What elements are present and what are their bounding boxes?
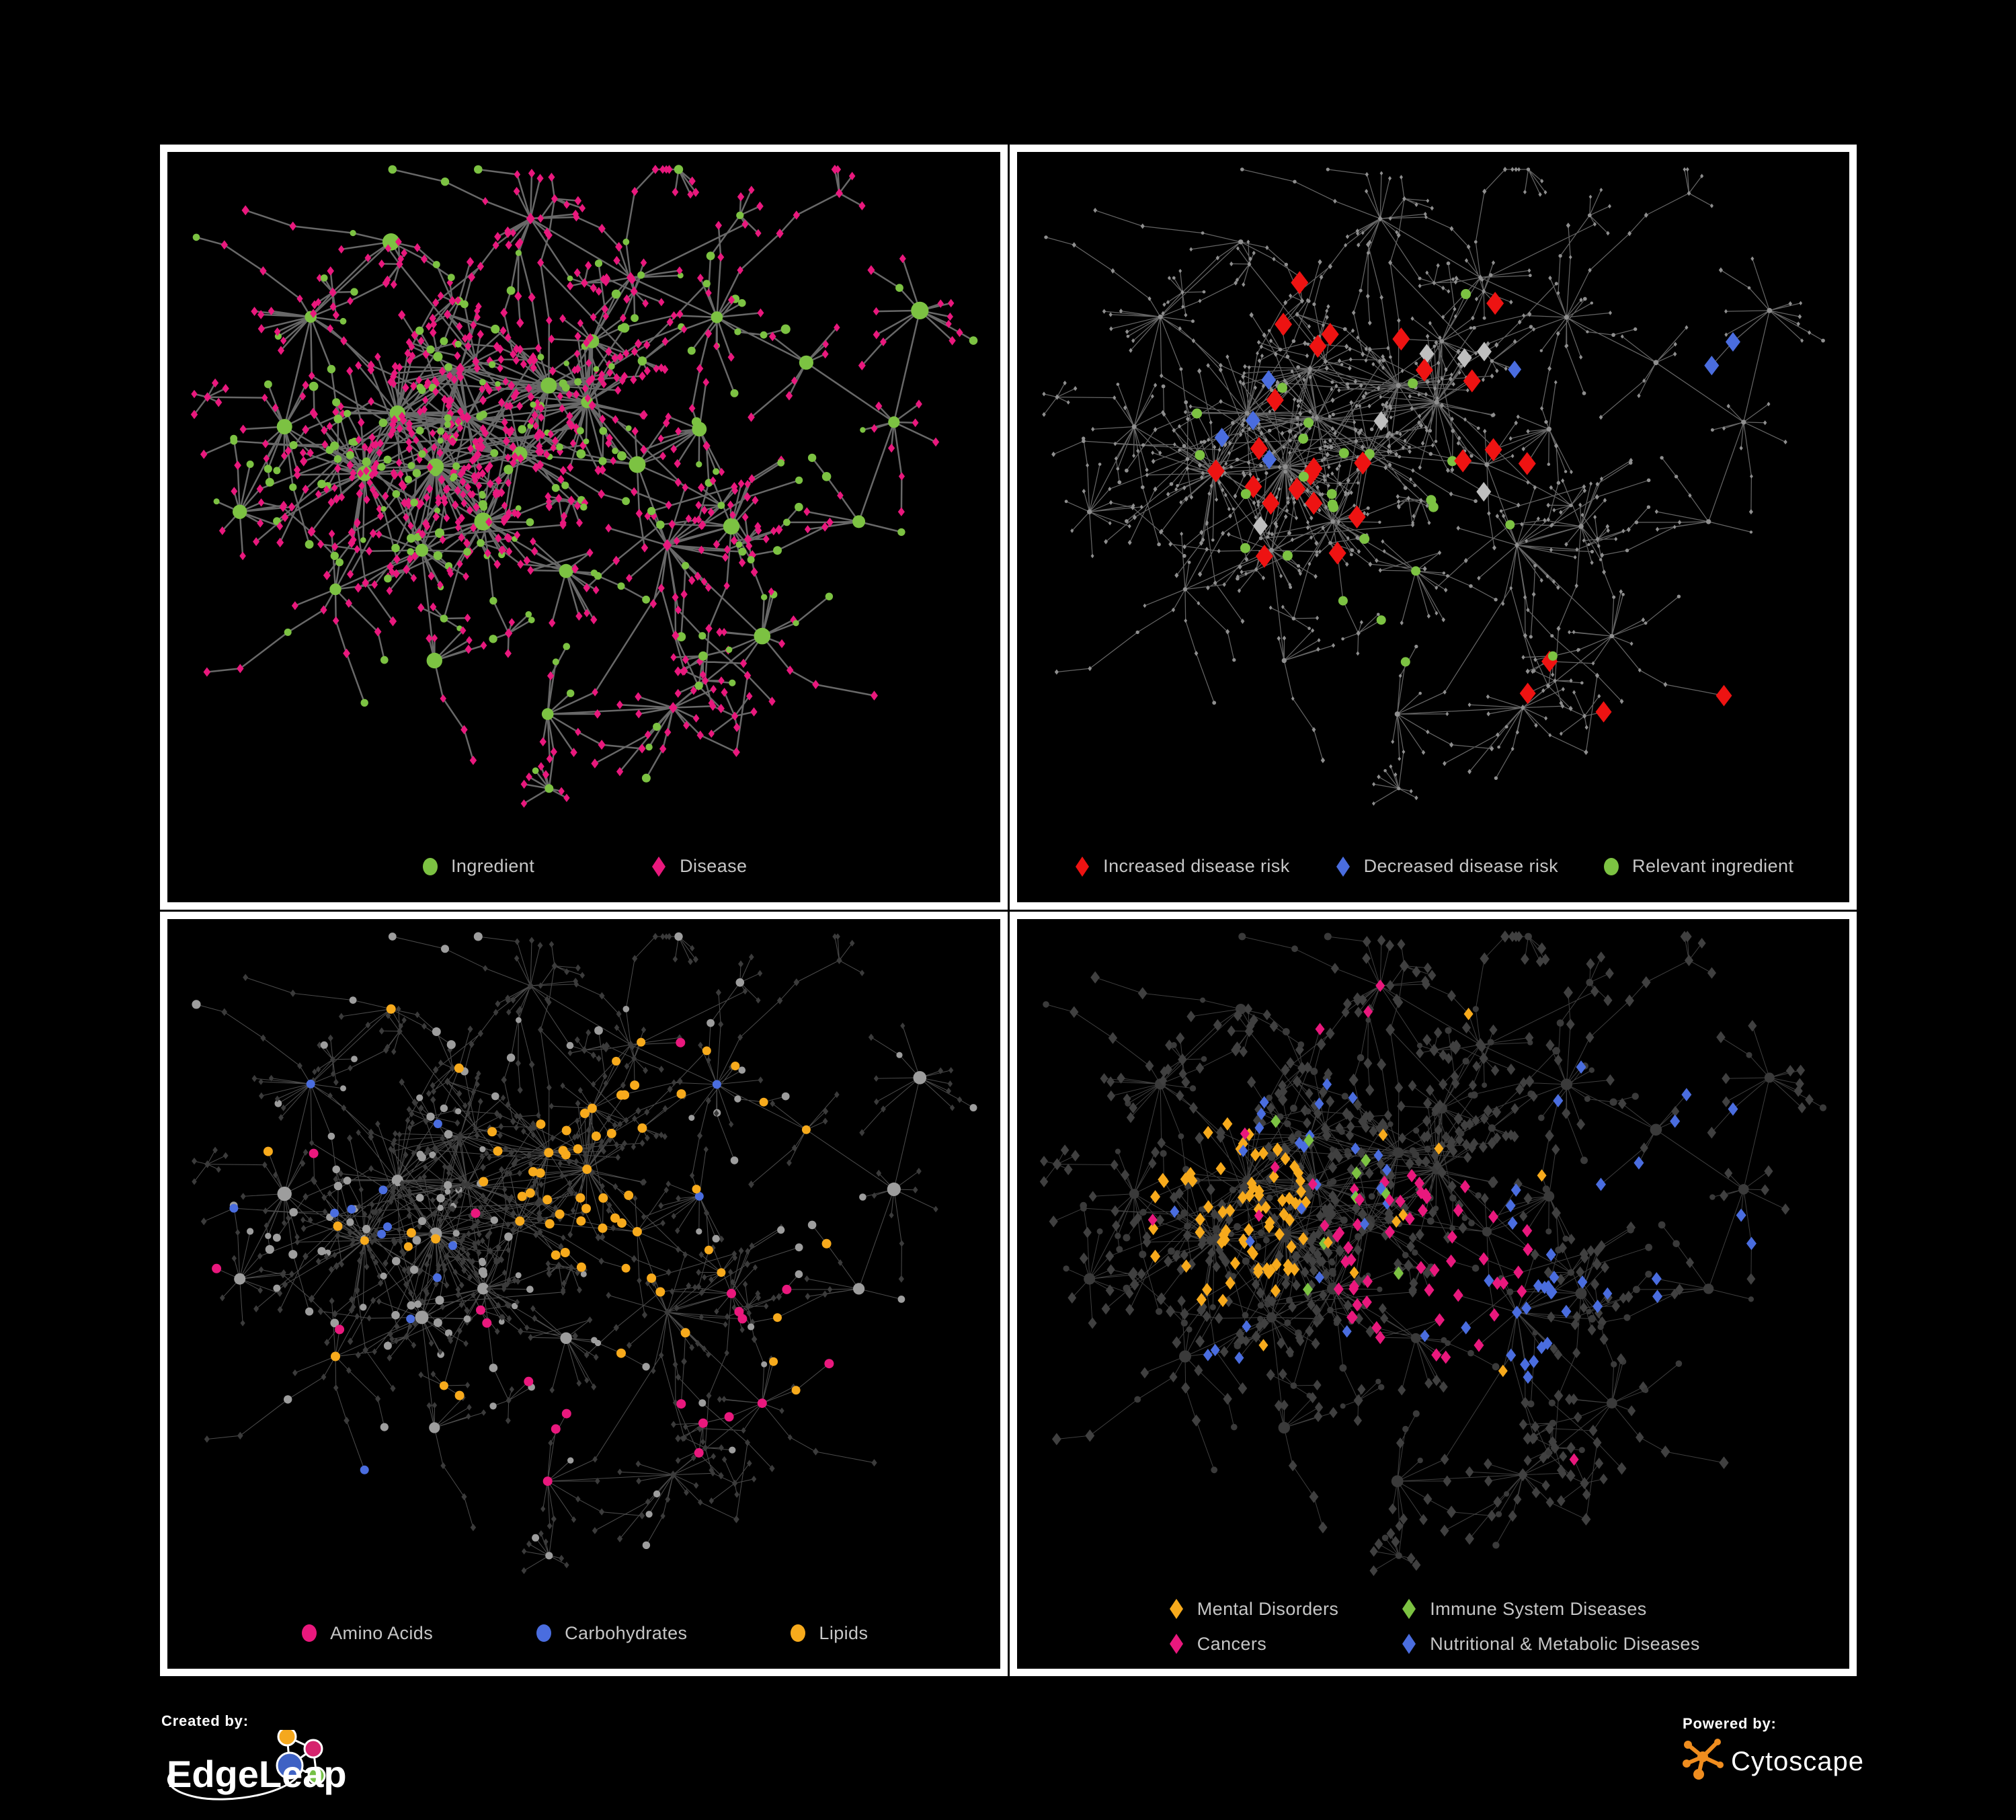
diamond-marker-icon — [1402, 1634, 1416, 1654]
edgeleap-logo: EdgeLeap — [167, 1730, 347, 1801]
legend-label: Increased disease risk — [1103, 856, 1290, 876]
legend-label: Relevant ingredient — [1632, 856, 1794, 876]
legend-label: Immune System Diseases — [1430, 1598, 1647, 1619]
disease-risk-network — [1041, 167, 1825, 806]
diamond-marker-icon — [652, 856, 666, 877]
legend-item: Relevant ingredient — [1601, 855, 1793, 878]
legend-item: Disease — [649, 855, 747, 878]
panel-nutrient-classes: Amino Acids Carbohydrates Lipids — [160, 911, 1008, 1676]
cytoscape-network-nodes-icon — [1683, 1739, 1724, 1780]
panel-ingredient-disease: Ingredient Disease — [160, 145, 1008, 910]
legend-label: Nutritional & Metabolic Diseases — [1430, 1633, 1700, 1654]
legend-label: Cancers — [1197, 1633, 1267, 1654]
diamond-marker-icon — [1076, 856, 1090, 877]
edgeleap-credit: Created by: EdgeLeap — [161, 1712, 363, 1814]
powered-by-caption: Powered by: — [1683, 1715, 1777, 1732]
legend-label: Ingredient — [451, 856, 535, 876]
edgeleap-node-blue-icon — [276, 1751, 304, 1780]
legend-item: Amino Acids — [299, 1622, 433, 1645]
legend-item: Lipids — [788, 1622, 868, 1645]
nutrient-classes-network — [192, 932, 977, 1574]
legend-item: Mental Disorders — [1166, 1597, 1338, 1620]
circle-marker-icon — [791, 1624, 806, 1642]
diamond-marker-icon — [1402, 1599, 1416, 1619]
edgeleap-wordmark: EdgeLeap — [167, 1753, 347, 1795]
disease-categories-legend: Mental Disorders Immune System Diseases Ca… — [1017, 1597, 1850, 1655]
ingredient-disease-network — [190, 165, 978, 808]
circle-marker-icon — [536, 1624, 552, 1642]
legend-item: Carbohydrates — [534, 1622, 687, 1645]
ingredient-disease-legend: Ingredient Disease — [167, 855, 1000, 878]
legend-label: Decreased disease risk — [1363, 856, 1559, 876]
created-by-caption: Created by: — [161, 1712, 249, 1729]
panel-grid: Ingredient Disease Increased disease risk… — [160, 145, 1857, 1676]
legend-label: Carbohydrates — [565, 1622, 688, 1643]
circle-marker-icon — [302, 1624, 317, 1642]
legend-item: Decreased disease risk — [1333, 855, 1558, 878]
legend-item: Ingredient — [420, 855, 534, 878]
disease-risk-legend: Increased disease risk Decreased disease … — [1017, 855, 1850, 878]
legend-item: Cancers — [1166, 1632, 1338, 1655]
cytoscape-logo: Cytoscape — [1683, 1739, 1864, 1780]
edgeleap-swoosh-icon — [167, 1768, 304, 1801]
diamond-marker-icon — [1169, 1599, 1183, 1619]
edgeleap-node-pink-icon — [303, 1739, 323, 1759]
edgeleap-node-orange-icon — [277, 1730, 297, 1747]
circle-marker-icon — [1604, 857, 1619, 875]
circle-marker-icon — [423, 857, 438, 875]
cytoscape-wordmark: Cytoscape — [1731, 1747, 1864, 1776]
disease-categories-network — [1039, 930, 1826, 1576]
diamond-marker-icon — [1169, 1634, 1183, 1654]
legend-label: Mental Disorders — [1197, 1598, 1339, 1619]
legend-label: Disease — [680, 856, 748, 876]
legend-item: Nutritional & Metabolic Diseases — [1399, 1632, 1699, 1655]
panel-disease-risk: Increased disease risk Decreased disease … — [1009, 145, 1857, 910]
nutrient-classes-legend: Amino Acids Carbohydrates Lipids — [167, 1622, 1000, 1645]
legend-item: Increased disease risk — [1072, 855, 1289, 878]
edgeleap-node-green-icon — [307, 1766, 326, 1785]
cytoscape-credit: Powered by: Cytoscape — [1683, 1715, 1871, 1790]
panel-disease-categories: Mental Disorders Immune System Diseases Ca… — [1009, 911, 1857, 1676]
diamond-marker-icon — [1336, 856, 1350, 877]
legend-label: Amino Acids — [330, 1622, 434, 1643]
legend-label: Lipids — [819, 1622, 869, 1643]
legend-item: Immune System Diseases — [1399, 1597, 1699, 1620]
